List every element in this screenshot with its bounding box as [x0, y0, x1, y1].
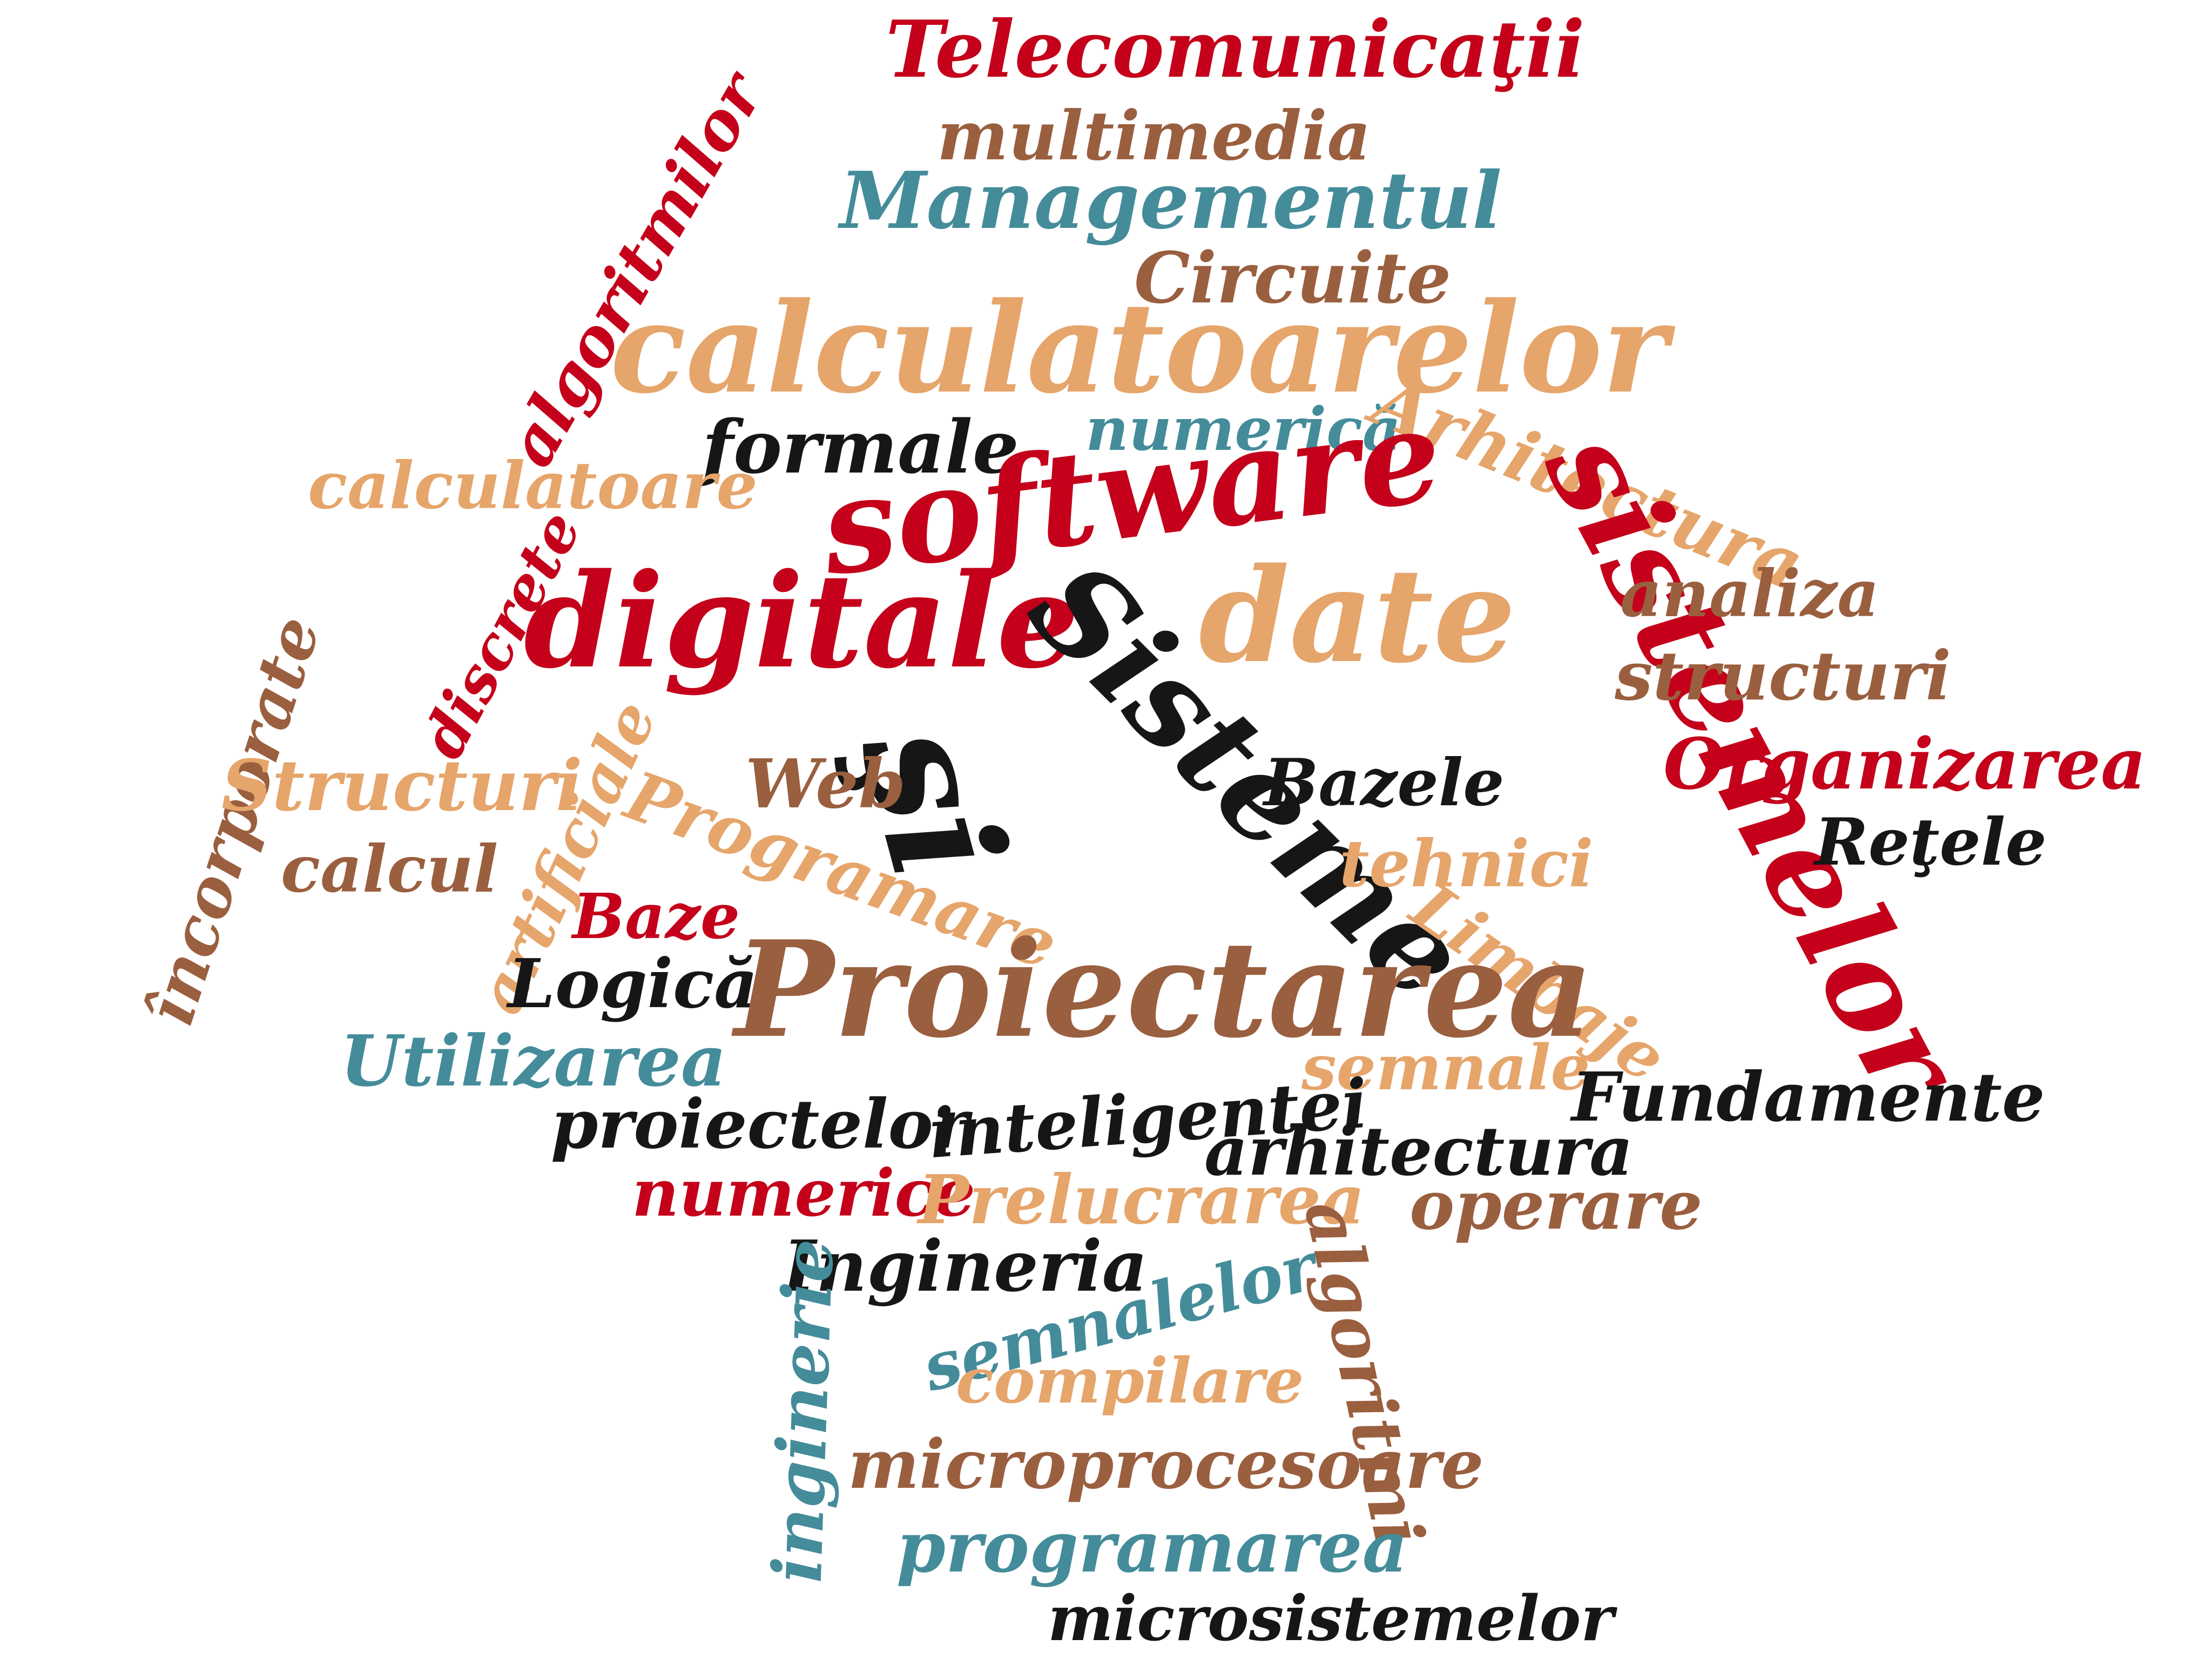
word-structuri: structuri [1615, 637, 1951, 716]
word-calcul: calcul [281, 831, 498, 907]
word-logica: Logică [508, 945, 758, 1023]
word-semnale: semnale [1301, 1031, 1590, 1104]
word-formale: formale [702, 404, 1019, 490]
word-calculatoare: calculatoare [308, 448, 758, 524]
word-circuite: Circuite [1134, 237, 1452, 319]
word-baze: Baze [572, 880, 740, 953]
word-operare: operare [1410, 1166, 1703, 1245]
word-retelele: Reţele [1815, 804, 2047, 880]
word-tehnici: tehnici [1339, 826, 1594, 902]
word-managementul: Managementul [840, 155, 1502, 247]
word-organizarea: Organizarea [1663, 723, 2147, 805]
word-web: Web [745, 745, 906, 824]
word-analiza: analiza [1620, 556, 1879, 632]
word-ingineria: Ingineria [783, 1225, 1148, 1307]
word-arhitectura: arhitectura [1204, 1112, 1634, 1191]
word-bazele: Bazele [1264, 745, 1505, 821]
word-structuri-cap: Structuri [221, 744, 583, 827]
word-proiectelor: proiectelor [551, 1085, 969, 1164]
word-calculatoarelor: calculatoarelor [610, 275, 1668, 421]
word-prelucrarea: Prelucrarea [918, 1161, 1365, 1239]
word-microsistemelor: microsistemelor [1048, 1582, 1614, 1655]
word-utilizarea: Utilizarea [340, 1020, 727, 1102]
word-compilare: compilare [956, 1345, 1304, 1418]
word-microprocesoare: microprocesoare [848, 1425, 1484, 1504]
word-numerice: numerice [632, 1155, 976, 1231]
word-numerica: numerică [1085, 394, 1401, 464]
word-programarea: programarea [896, 1506, 1408, 1588]
word-multimedia: multimedia [937, 97, 1371, 176]
word-date: date [1199, 539, 1516, 692]
word-telecomunicatii: Telecomunicaţii [886, 4, 1585, 96]
word-digitale: digitale [524, 545, 1080, 697]
word-fundamente: Fundamente [1572, 1058, 2045, 1137]
word-inginerie: inginerie [758, 1237, 849, 1584]
word-proiectarea: Proiectarea [734, 912, 1594, 1067]
